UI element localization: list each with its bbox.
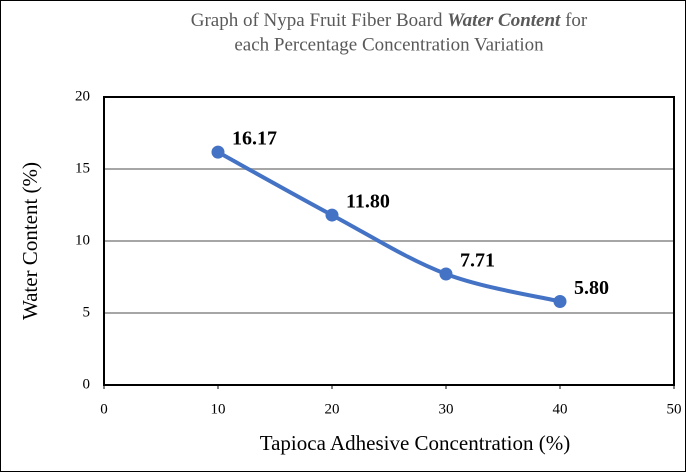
chart-title-line: each Percentage Concentration Variation bbox=[234, 34, 544, 55]
y-tick-label: 20 bbox=[75, 88, 90, 104]
title-emphasis: Water Content bbox=[447, 10, 561, 31]
x-tick-label: 50 bbox=[667, 401, 682, 417]
y-tick-label: 10 bbox=[75, 232, 90, 248]
x-tick-label: 0 bbox=[100, 401, 108, 417]
plot-area bbox=[103, 96, 675, 386]
data-label: 16.17 bbox=[232, 128, 277, 150]
data-label: 5.80 bbox=[574, 277, 609, 299]
chart-title: Graph of Nypa Fruit Fiber Board Water Co… bbox=[191, 10, 588, 31]
title-part: for bbox=[565, 10, 588, 31]
x-tick-label: 40 bbox=[553, 401, 568, 417]
series-line bbox=[216, 150, 562, 304]
title-part: Graph of Nypa Fruit Fiber Board bbox=[191, 10, 443, 31]
data-point bbox=[439, 267, 453, 281]
x-tick-label: 30 bbox=[439, 401, 454, 417]
x-axis-title: Tapioca Adhesive Concentration (%) bbox=[260, 431, 571, 455]
data-point bbox=[553, 294, 567, 308]
y-tick-label: 15 bbox=[75, 160, 90, 176]
y-tick-label: 5 bbox=[83, 304, 91, 320]
data-point bbox=[325, 208, 339, 222]
x-tick-label: 10 bbox=[211, 401, 226, 417]
x-tick-label: 20 bbox=[325, 401, 340, 417]
y-axis-title: Water Content (%) bbox=[18, 162, 42, 320]
y-tick-label: 0 bbox=[83, 376, 91, 392]
data-point bbox=[211, 145, 225, 159]
data-label: 11.80 bbox=[346, 191, 390, 213]
data-label: 7.71 bbox=[460, 250, 495, 272]
